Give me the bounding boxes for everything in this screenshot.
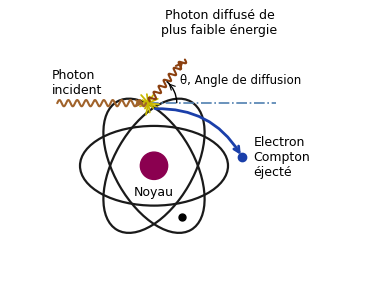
Text: Electron
Compton
éjecté: Electron Compton éjecté [254, 136, 310, 179]
Text: Photon
incident: Photon incident [52, 69, 102, 98]
Circle shape [140, 152, 168, 179]
Text: θ, Angle de diffusion: θ, Angle de diffusion [180, 74, 301, 87]
Text: Photon diffusé de
plus faible énergie: Photon diffusé de plus faible énergie [162, 9, 278, 37]
Text: Noyau: Noyau [134, 186, 174, 199]
